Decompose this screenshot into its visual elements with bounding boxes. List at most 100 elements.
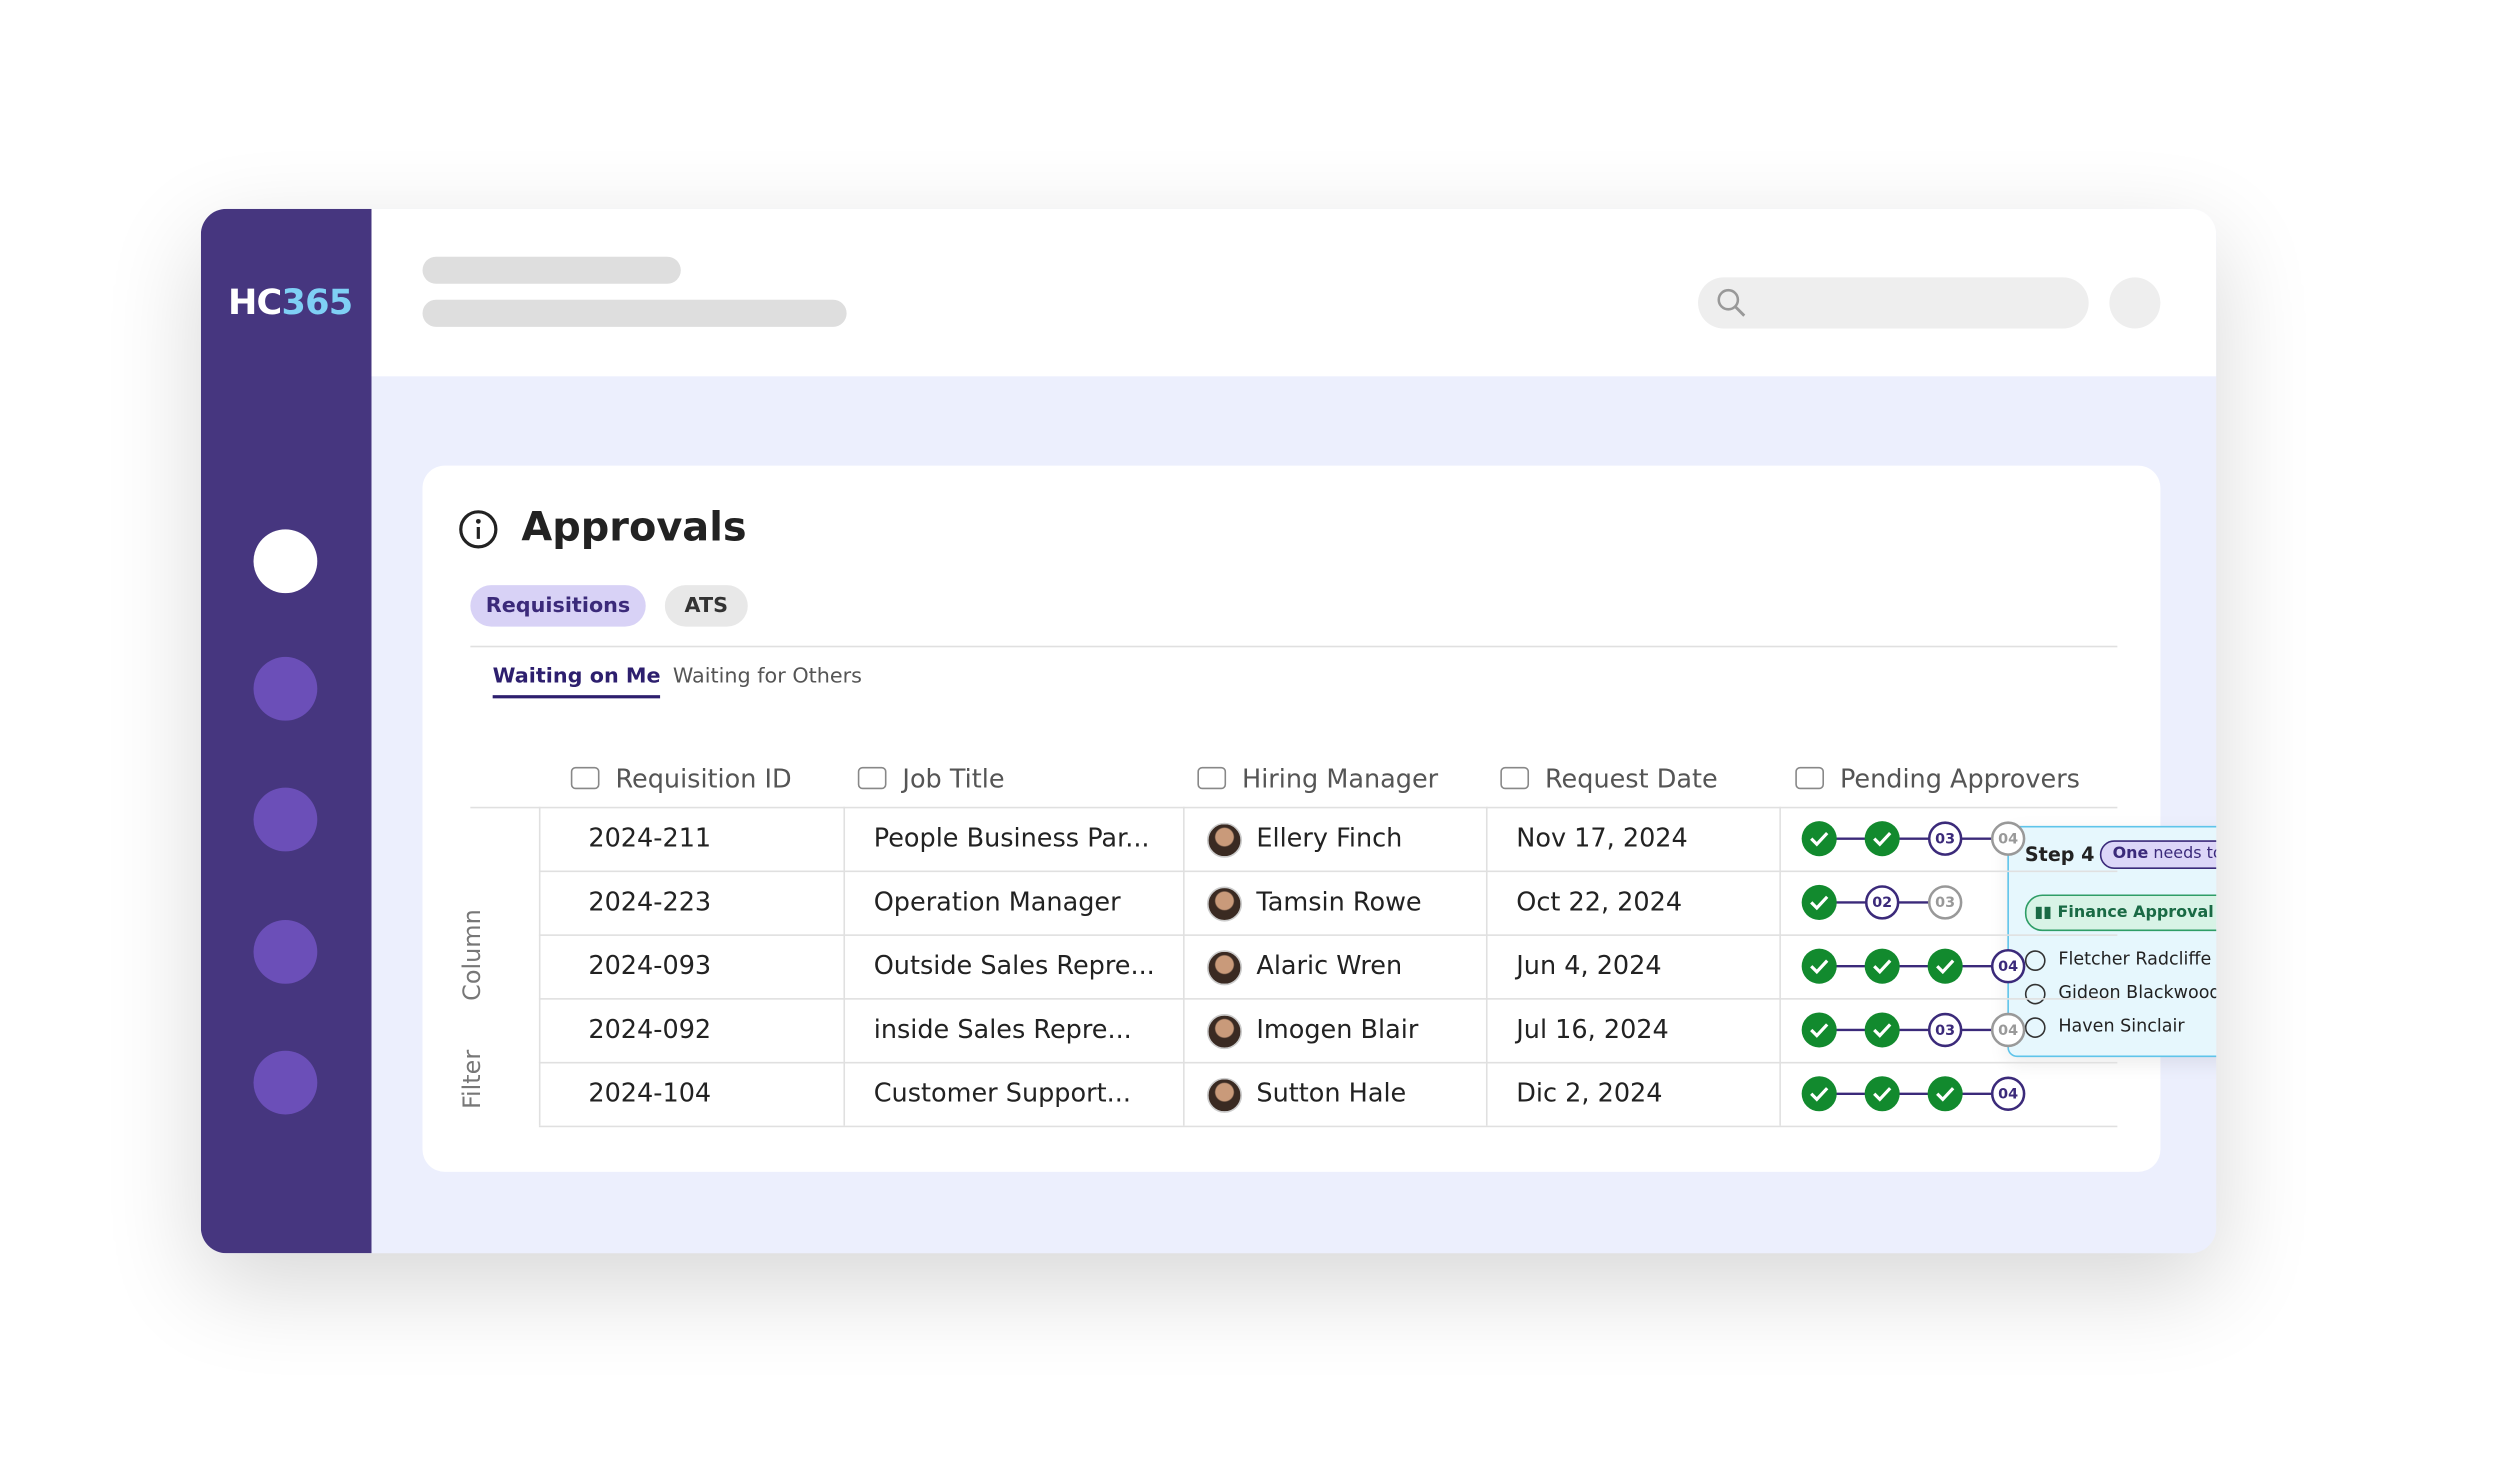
divider — [470, 645, 2118, 648]
app-window: HC365 Approvals Requisitions ATS Waiting… — [200, 208, 2217, 1254]
step-done — [1801, 821, 1837, 857]
requisition-id: 2024-223 — [588, 886, 712, 917]
radio — [2024, 983, 2046, 1005]
side-label[interactable]: Filter — [457, 1049, 487, 1110]
column-line — [1779, 806, 1781, 1126]
step-pending — [1990, 948, 2026, 984]
search-icon — [1717, 288, 1746, 317]
header-icon — [857, 766, 887, 790]
column-line — [1183, 806, 1185, 1126]
header-icon — [1197, 766, 1227, 790]
approval-steps: 04 — [1801, 1076, 2026, 1112]
subtab[interactable]: Waiting for Others — [672, 664, 862, 689]
search-bar[interactable] — [1698, 277, 2089, 329]
manager-name: Alaric Wren — [1256, 950, 1403, 981]
step-pending — [1990, 1076, 2026, 1111]
step-label: 02 — [1872, 895, 1892, 911]
profile[interactable] — [2109, 277, 2161, 329]
column-header: Request Date — [1544, 763, 1718, 795]
step-pending — [1927, 885, 1963, 920]
step-label: 03 — [1935, 895, 1955, 911]
step-done — [1801, 948, 1837, 984]
header-icon — [570, 766, 600, 790]
job-title: Customer Support... — [873, 1077, 1131, 1109]
step-done — [1864, 1076, 1900, 1112]
approval-steps: 03 04 — [1801, 821, 2026, 857]
requisition-id: 2024-092 — [588, 1014, 712, 1045]
check — [1936, 1087, 1955, 1102]
column-header: Pending Approvers — [1839, 763, 2080, 795]
manager-name: Ellery Finch — [1256, 822, 1403, 854]
tab-active[interactable]: Requisitions — [470, 585, 646, 627]
check — [1810, 1087, 1829, 1102]
status-text: Finance Approval Pending — [2057, 904, 2216, 922]
header — [371, 208, 2217, 377]
nav-item[interactable] — [253, 529, 318, 594]
tooltip: Step 4 One needs to approve ▮▮ Finance A… — [2007, 825, 2217, 1058]
check — [1810, 1023, 1829, 1038]
job-title: People Business Par... — [873, 822, 1150, 854]
request-date: Oct 22, 2024 — [1516, 886, 1683, 917]
placeholder — [422, 299, 847, 327]
nav-item[interactable] — [253, 1050, 318, 1115]
step-done — [1864, 948, 1900, 984]
step-label: 04 — [1998, 1087, 2018, 1103]
step-done — [1927, 948, 1963, 984]
step-label: 04 — [1998, 831, 2018, 847]
approver-name: Fletcher Radcliffe — [2058, 948, 2212, 970]
row-line — [538, 998, 2118, 1000]
nav-item[interactable] — [253, 656, 318, 721]
row-line — [538, 1125, 2118, 1128]
check — [1810, 959, 1829, 975]
request-date: Dic 2, 2024 — [1516, 1077, 1663, 1109]
nav-item[interactable] — [253, 919, 318, 984]
step-done — [1864, 821, 1900, 857]
step-done — [1801, 1012, 1837, 1048]
step-done — [1864, 1012, 1900, 1048]
step-label: 04 — [1998, 959, 2018, 975]
step-pending — [1990, 821, 2026, 856]
tooltip-badge: One needs to approve — [2099, 840, 2217, 869]
check — [1873, 1023, 1892, 1038]
info-icon — [459, 510, 498, 549]
step-pending — [1927, 1012, 1963, 1048]
header-icon — [1795, 766, 1824, 790]
request-date: Nov 17, 2024 — [1516, 822, 1688, 854]
step-done — [1801, 1076, 1837, 1112]
check — [1810, 831, 1829, 847]
radio — [2024, 1017, 2046, 1038]
table-line — [470, 806, 2118, 809]
side-label[interactable]: Column — [457, 909, 487, 1001]
avatar — [1206, 822, 1243, 858]
approver-name: Gideon Blackwood — [2058, 982, 2217, 1003]
logo: HC365 — [228, 283, 354, 324]
check — [1873, 831, 1892, 847]
manager-name: Sutton Hale — [1256, 1077, 1407, 1109]
subtab-active[interactable]: Waiting on Me — [492, 665, 661, 699]
approvals-panel: Approvals Requisitions ATS Waiting on Me… — [422, 465, 2217, 1172]
requisition-id: 2024-211 — [588, 822, 712, 854]
nav-item[interactable] — [253, 787, 318, 852]
tab[interactable]: ATS — [664, 585, 748, 627]
badge-text: needs to approve — [2153, 845, 2216, 863]
radio — [2024, 950, 2046, 971]
job-title: Operation Manager — [873, 886, 1121, 917]
row-line — [538, 1061, 2118, 1064]
job-title: Outside Sales Repre... — [873, 950, 1155, 981]
column-line — [538, 806, 541, 1126]
step-label: 04 — [1998, 1023, 2018, 1039]
approval-steps: 03 04 — [1801, 1012, 2026, 1048]
step-label: 03 — [1935, 831, 1955, 847]
request-date: Jul 16, 2024 — [1516, 1014, 1669, 1045]
check — [1873, 959, 1892, 975]
requisition-id: 2024-093 — [588, 950, 712, 981]
avatar — [1206, 1014, 1243, 1050]
logo-number: 365 — [281, 283, 354, 324]
check — [1810, 895, 1829, 911]
manager-name: Tamsin Rowe — [1256, 886, 1422, 917]
row-line — [538, 934, 2118, 936]
column-line — [843, 806, 846, 1126]
placeholder — [422, 256, 681, 284]
tooltip-step: Step 4 — [2024, 843, 2095, 866]
